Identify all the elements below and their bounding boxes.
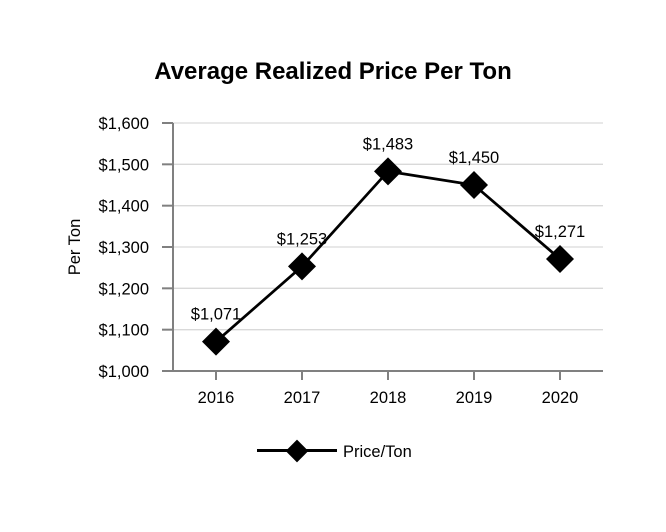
data-point-label: $1,071 [191, 306, 241, 324]
data-point-marker [288, 252, 316, 281]
y-axis-tick-label: $1,600 [99, 115, 149, 133]
data-point-marker [202, 327, 230, 356]
x-axis-tick-label: 2020 [542, 389, 579, 407]
chart-title: Average Realized Price Per Ton [154, 58, 512, 85]
data-point-marker [460, 171, 488, 199]
x-axis-tick-label: 2019 [456, 389, 493, 407]
data-point-label: $1,450 [449, 149, 499, 167]
data-point-label: $1,271 [535, 223, 585, 241]
price-line [215, 169, 561, 343]
data-point-marker [546, 244, 574, 273]
data-point-label: $1,253 [277, 230, 327, 248]
y-axis-tick-label: $1,100 [99, 322, 149, 340]
y-axis-tick-label: $1,500 [99, 156, 149, 174]
x-axis-tick-label: 2018 [370, 389, 407, 407]
y-axis-tick-label: $1,400 [99, 198, 149, 216]
x-axis-tick-label: 2016 [198, 389, 235, 407]
data-point-label: $1,483 [363, 135, 413, 153]
y-axis-tick-label: $1,000 [99, 363, 149, 381]
y-axis-title: Per Ton [66, 219, 84, 276]
x-axis-tick-label: 2017 [284, 389, 321, 407]
data-point-marker [374, 157, 402, 186]
y-axis-tick-label: $1,300 [99, 239, 149, 257]
y-axis-tick-label: $1,200 [99, 280, 149, 298]
